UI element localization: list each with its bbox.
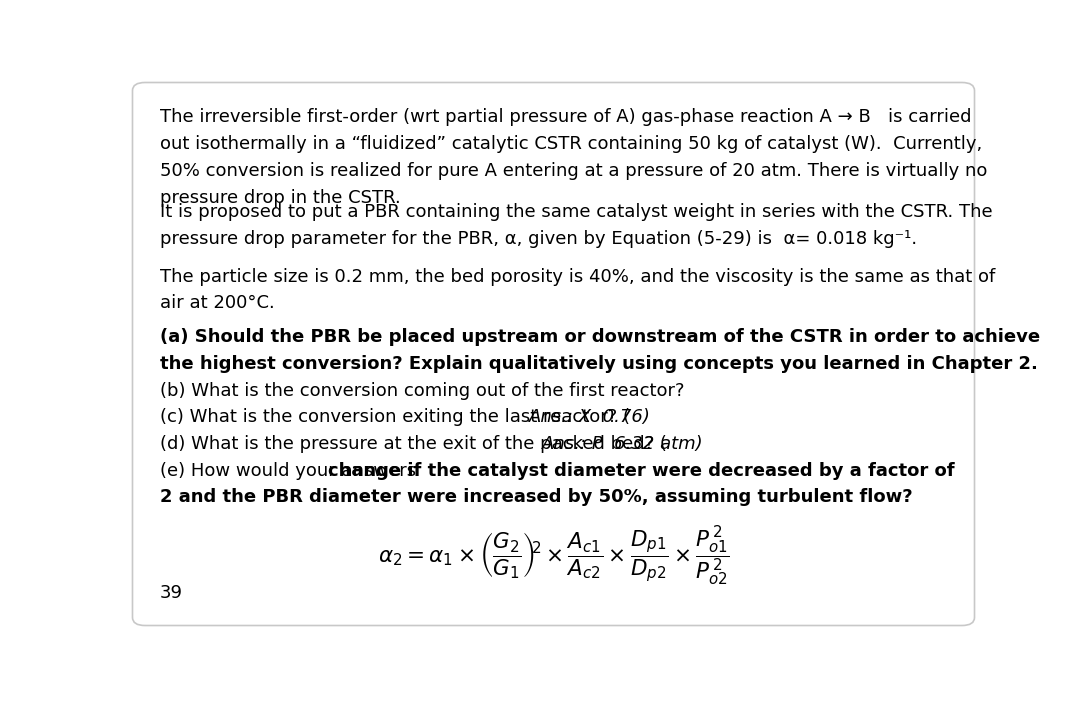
Text: It is proposed to put a PBR containing the same catalyst weight in series with t: It is proposed to put a PBR containing t… [160, 203, 993, 221]
Text: air at 200°C.: air at 200°C. [160, 294, 274, 313]
FancyBboxPatch shape [133, 83, 974, 625]
Text: out isothermally in a “fluidized” catalytic CSTR containing 50 kg of catalyst (W: out isothermally in a “fluidized” cataly… [160, 135, 983, 153]
Text: 39: 39 [160, 585, 184, 602]
Text: 50% conversion is realized for pure A entering at a pressure of 20 atm. There is: 50% conversion is realized for pure A en… [160, 162, 987, 180]
Text: Ans.: P  6.32 atm): Ans.: P 6.32 atm) [542, 435, 703, 453]
Text: pressure drop in the CSTR.: pressure drop in the CSTR. [160, 189, 401, 207]
Text: 2 and the PBR diameter were increased by 50%, assuming turbulent flow?: 2 and the PBR diameter were increased by… [160, 489, 913, 506]
Text: (c) What is the conversion exiting the last reactor? (: (c) What is the conversion exiting the l… [160, 408, 630, 426]
Text: The particle size is 0.2 mm, the bed porosity is 40%, and the viscosity is the s: The particle size is 0.2 mm, the bed por… [160, 268, 996, 285]
Text: Ans.: X  0.76): Ans.: X 0.76) [529, 408, 650, 426]
Text: (d) What is the pressure at the exit of the packed bed? (: (d) What is the pressure at the exit of … [160, 435, 667, 453]
Text: The irreversible first-order (wrt partial pressure of A) gas-phase reaction A → : The irreversible first-order (wrt partia… [160, 109, 972, 126]
Text: (a) Should the PBR be placed upstream or downstream of the CSTR in order to achi: (a) Should the PBR be placed upstream or… [160, 328, 1040, 346]
Text: (e) How would your answers: (e) How would your answers [160, 462, 422, 479]
Text: the highest conversion? Explain qualitatively using concepts you learned in Chap: the highest conversion? Explain qualitat… [160, 355, 1038, 373]
Text: (b) What is the conversion coming out of the first reactor?: (b) What is the conversion coming out of… [160, 381, 685, 400]
Text: change if the catalyst diameter were decreased by a factor of: change if the catalyst diameter were dec… [328, 462, 955, 479]
Text: pressure drop parameter for the PBR, α, given by Equation (5-29) is  α= 0.018 kg: pressure drop parameter for the PBR, α, … [160, 230, 917, 247]
Text: $\alpha_2 = \alpha_1 \times \left(\dfrac{G_2}{G_1}\right)^{\!\!2}\times \dfrac{A: $\alpha_2 = \alpha_1 \times \left(\dfrac… [378, 524, 729, 588]
